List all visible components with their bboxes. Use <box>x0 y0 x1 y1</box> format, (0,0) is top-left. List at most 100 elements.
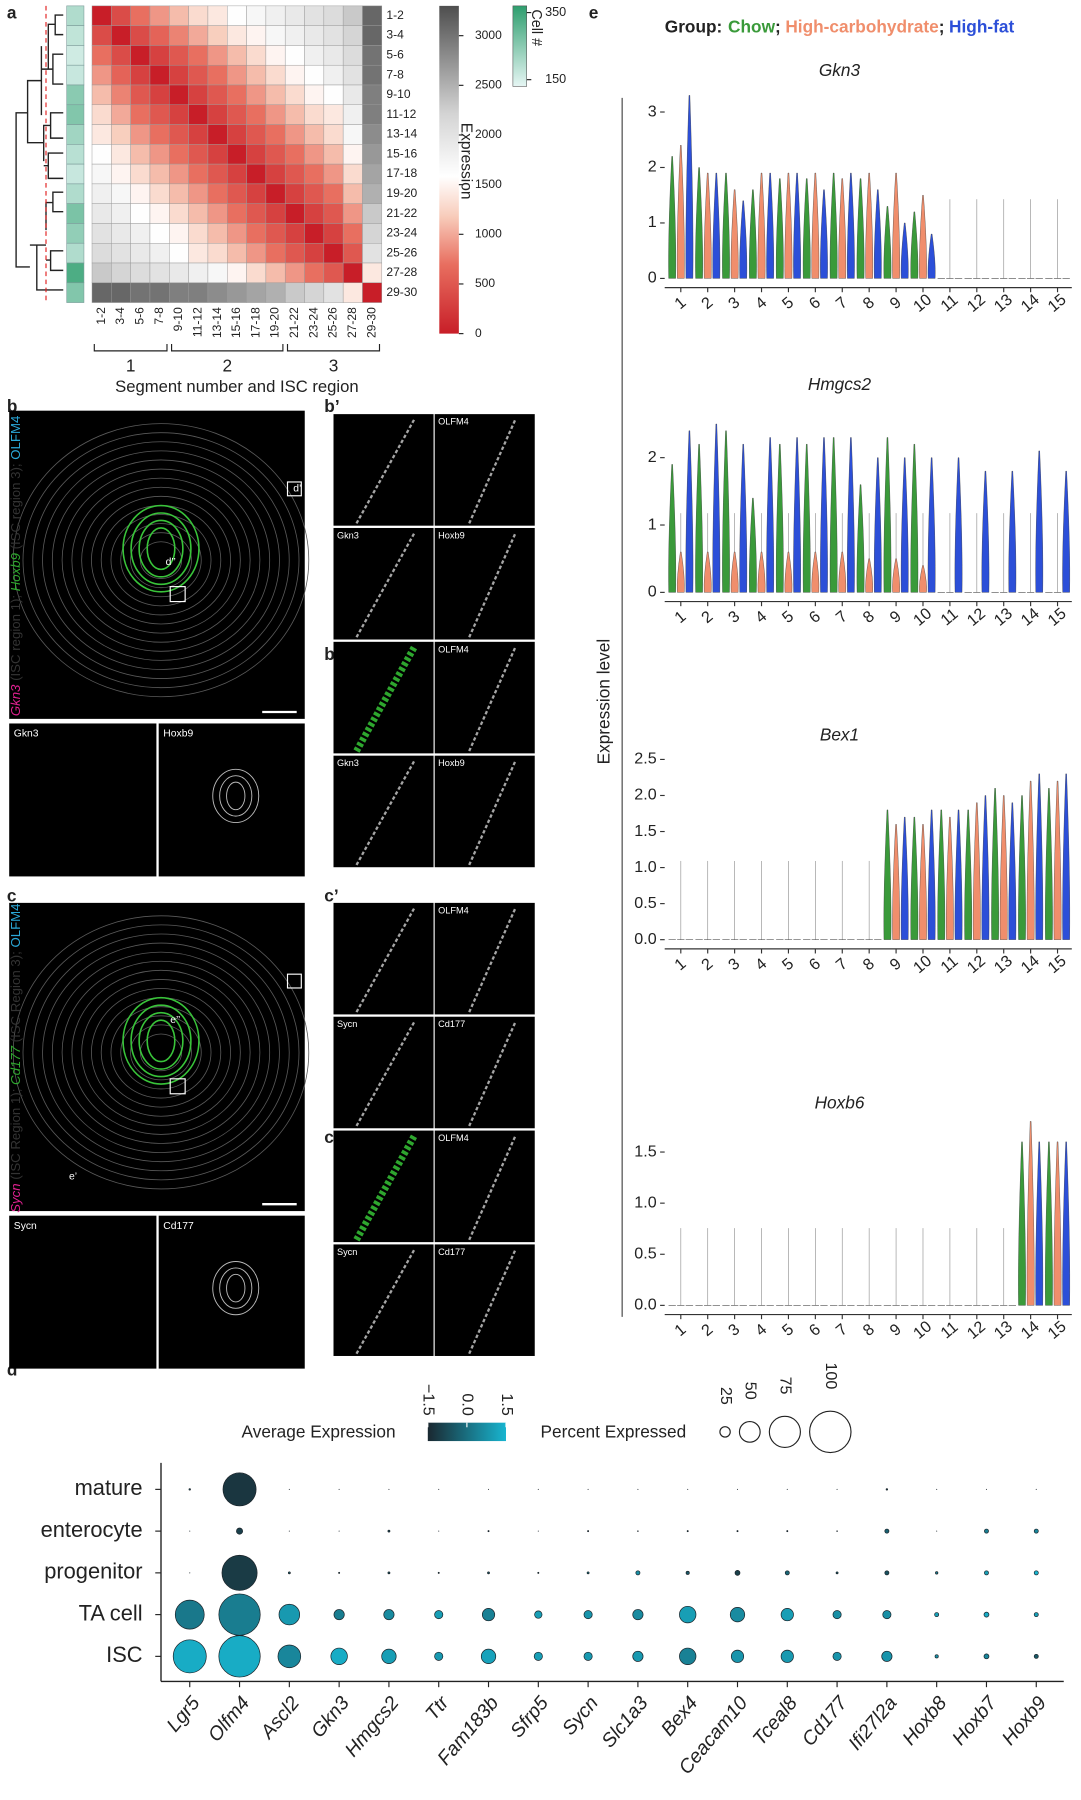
violin <box>1018 795 1026 940</box>
dot <box>222 1472 257 1507</box>
tissue-ring <box>120 1015 202 1090</box>
heatmap-cell <box>149 104 170 125</box>
x-tick-label: 6 <box>806 955 824 975</box>
cell-count <box>66 262 85 284</box>
violin <box>1045 788 1053 940</box>
heatmap-cell <box>284 262 305 284</box>
heatmap-cell <box>207 25 228 46</box>
heatmap-cell <box>304 144 325 165</box>
x-tick-label: 8 <box>859 607 877 627</box>
micrograph <box>434 1016 535 1129</box>
violin <box>865 558 873 593</box>
y-tick-label: 1 <box>648 515 657 533</box>
x-tick-label: 2 <box>698 1320 716 1340</box>
heatmap-cell <box>323 124 344 145</box>
x-tick-label: 5 <box>779 607 797 627</box>
tissue-ring <box>130 1024 192 1081</box>
dot <box>736 1530 739 1533</box>
panel-letter: d <box>7 1359 18 1379</box>
dot <box>835 1571 839 1575</box>
colorbar-title: Expression <box>458 123 475 200</box>
column-label: 5-6 <box>132 307 146 325</box>
tile-label: Gkn3 <box>337 530 359 540</box>
heatmap-cell <box>265 84 286 106</box>
heatmap-cell <box>149 262 170 284</box>
gene-label: Sfrp5 <box>506 1692 553 1742</box>
colorbar-tick-label: 1500 <box>475 177 502 191</box>
tissue-ring <box>61 960 261 1144</box>
violin <box>820 189 828 279</box>
region-label: 1 <box>126 356 136 376</box>
dot <box>632 1609 644 1621</box>
heatmap-cell <box>227 262 247 284</box>
heatmap-cell <box>304 124 325 145</box>
column-label: 9-10 <box>171 307 185 331</box>
violin <box>981 470 990 593</box>
heatmap-cell <box>304 5 325 26</box>
heatmap-cell <box>323 45 344 66</box>
violin <box>685 95 694 279</box>
micrograph <box>9 1215 157 1369</box>
violin <box>954 809 963 940</box>
dot <box>1033 1528 1039 1534</box>
violin <box>668 156 677 279</box>
tissue-ring <box>42 942 280 1163</box>
x-tick-label: 8 <box>859 293 877 313</box>
x-tick-label: 8 <box>859 955 877 975</box>
tile-label: Cd177 <box>438 1247 465 1257</box>
violin <box>802 444 811 593</box>
heatmap-cell <box>188 183 209 204</box>
row-label: TA cell <box>79 1600 143 1625</box>
y-tick-label: 0.5 <box>634 894 656 912</box>
cell-count <box>66 25 85 46</box>
row-label: 5-6 <box>386 48 404 62</box>
dot <box>983 1611 990 1618</box>
colorbar <box>439 5 459 334</box>
violin <box>1035 450 1044 593</box>
violin <box>919 195 927 279</box>
x-tick-label: 7 <box>833 293 851 313</box>
heatmap-cell <box>362 203 383 224</box>
heatmap-cell <box>265 64 286 86</box>
heatmap-cell <box>111 243 131 264</box>
stain-label-part: Cd177 <box>8 1045 23 1085</box>
x-tick-label: 12 <box>964 604 989 629</box>
panel-letter: b’ <box>324 396 339 416</box>
heatmap-cell <box>342 243 363 264</box>
violin <box>892 824 900 940</box>
heatmap-cell <box>362 25 383 46</box>
violin <box>919 824 927 940</box>
heatmap-cell <box>323 223 344 244</box>
x-tick-label: 12 <box>964 952 989 977</box>
micrograph <box>333 755 434 868</box>
heatmap-cell <box>362 183 383 204</box>
heatmap-cell <box>130 282 151 303</box>
tile-label: Sycn <box>337 1019 357 1029</box>
cell-count <box>66 282 85 303</box>
tile-label: OLFM4 <box>438 644 469 654</box>
x-tick-label: 1 <box>671 293 689 313</box>
tissue-streak <box>353 645 418 753</box>
heatmap-cell <box>284 282 305 303</box>
dot <box>487 1530 490 1533</box>
row-label: 23-24 <box>386 226 417 240</box>
y-tick-label: 2 <box>648 158 657 176</box>
dot <box>685 1570 690 1575</box>
dot <box>984 1570 989 1576</box>
violin <box>838 178 847 279</box>
violin <box>972 802 981 940</box>
row-label: enterocyte <box>41 1517 143 1542</box>
heatmap-cell <box>284 5 305 26</box>
dot <box>333 1609 345 1621</box>
heatmap-cell <box>362 262 383 284</box>
heatmap-cell <box>111 5 131 26</box>
micrograph <box>158 723 305 877</box>
dot <box>174 1599 205 1630</box>
tile-label: Hoxb9 <box>438 530 465 540</box>
heatmap-cell <box>246 223 267 244</box>
x-tick-label: 15 <box>1044 952 1069 977</box>
heatmap-cell <box>91 262 112 284</box>
heatmap-cell <box>304 223 325 244</box>
gene-label: Ifi27l2a <box>844 1692 901 1754</box>
